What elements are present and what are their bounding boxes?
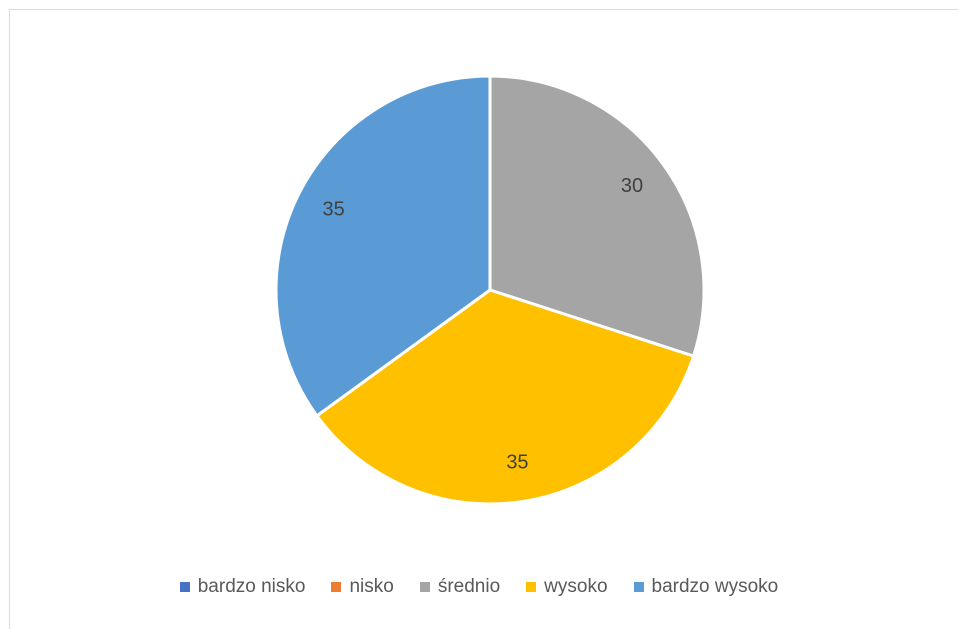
legend-item-bardzo-wysoko: bardzo wysoko [633,576,779,598]
legend-swatch [419,582,430,592]
legend-swatch [331,582,342,592]
data-labels: 30 35 35 [323,175,644,473]
pie-slice-bardzo-wysoko [274,74,492,418]
legend-label: nisko [349,576,394,597]
legend-label: wysoko [544,576,608,597]
legend-item-nisko: nisko [331,576,394,598]
data-label-średnio: 30 [621,175,643,197]
legend-swatch [179,582,190,592]
legend-label: średnio [437,576,501,597]
pie-slices [274,74,706,506]
legend-swatch [526,582,537,592]
legend-swatch [633,582,644,592]
data-label-bardzo-wysoko: 35 [323,199,345,221]
chart-legend: bardzo nisko nisko średnio wysoko bardzo wys… [0,576,958,598]
legend-label: bardzo wysoko [651,576,779,597]
pie-slice-średnio [488,74,706,359]
legend-item-wysoko: wysoko [526,576,608,598]
legend-item-średnio: średnio [419,576,501,598]
data-label-wysoko: 35 [506,452,528,474]
legend-label: bardzo nisko [197,576,306,597]
pie-slice-wysoko [314,288,696,506]
legend-item-bardzo-nisko: bardzo nisko [179,576,306,598]
